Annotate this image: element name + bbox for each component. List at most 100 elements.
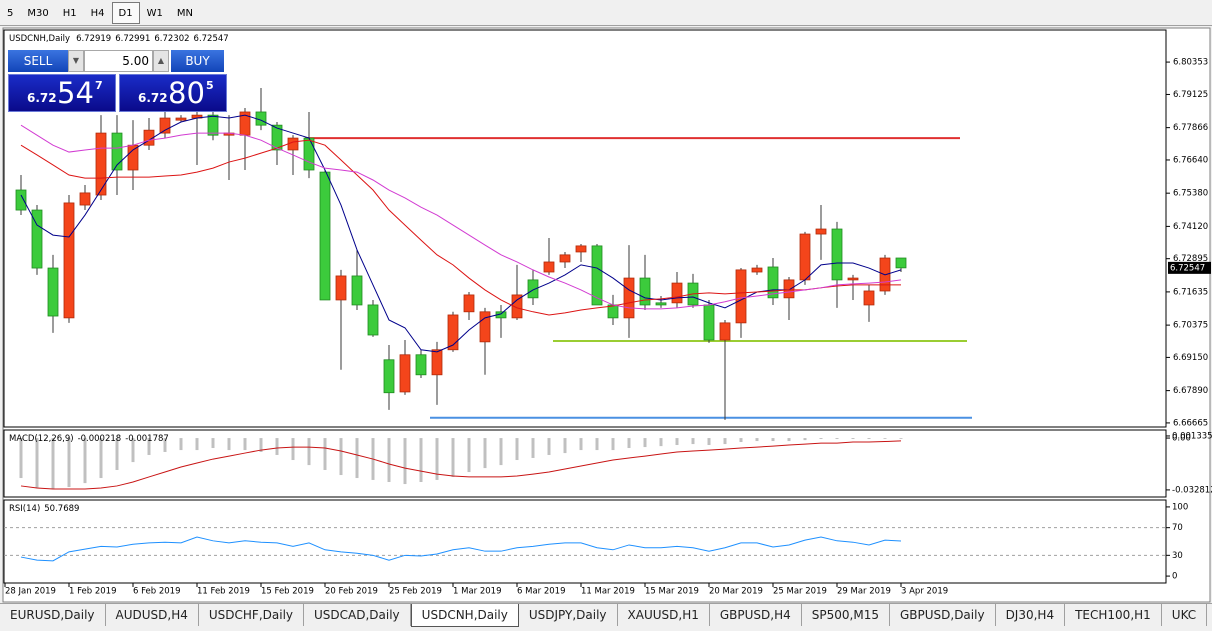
chart-tab[interactable]: XAUUSD,H1 <box>618 604 710 626</box>
candle-body <box>431 349 443 376</box>
chart-tab[interactable]: USDCAD,Daily <box>304 604 411 626</box>
candle-body <box>143 129 155 146</box>
candle-body <box>543 261 555 273</box>
sell-price[interactable]: 6.72 54 7 <box>8 74 116 112</box>
volume-down[interactable]: ▼ <box>68 50 84 72</box>
x-tick-label: 28 Jan 2019 <box>5 587 56 597</box>
x-tick-label: 25 Feb 2019 <box>389 587 442 597</box>
macd-bar <box>275 438 279 455</box>
chart-tab[interactable]: AUDUSD,H4 <box>106 604 199 626</box>
price-tag <box>1168 261 1211 274</box>
low: 6.72302 <box>154 34 189 44</box>
timeframe-button[interactable]: 5 <box>7 7 14 19</box>
x-tick-label: 15 Mar 2019 <box>645 587 699 597</box>
big-figure: 6.72 <box>138 91 168 105</box>
y-tick-label: 6.66665 <box>1173 418 1208 428</box>
pips: 80 <box>168 76 205 110</box>
macd-bar <box>467 438 471 473</box>
candle-body <box>527 279 539 299</box>
macd-bar <box>867 438 871 440</box>
candle-body <box>847 277 859 281</box>
macd-bar <box>835 438 839 440</box>
timeframe-button[interactable]: MN <box>176 7 193 19</box>
macd-bar <box>611 438 615 451</box>
macd-tick-label: 0.001335 <box>1172 431 1212 441</box>
candle-body <box>79 192 91 206</box>
chart-tab[interactable]: EURUSD,Daily <box>0 604 106 626</box>
chart-tab[interactable]: SP500,M15 <box>802 604 890 626</box>
price-tag-label: 6.72547 <box>1170 263 1205 273</box>
macd-bar <box>163 438 167 452</box>
macd-bar <box>243 438 247 451</box>
macd-bar <box>355 438 359 479</box>
macd-bar <box>515 438 519 461</box>
macd-tick-label: 0.00 <box>1172 434 1191 444</box>
candle-body <box>15 189 27 211</box>
macd-bar <box>675 438 679 446</box>
chart-tab[interactable]: GBPUSD,Daily <box>890 604 996 626</box>
x-tick-label: 11 Mar 2019 <box>581 587 635 597</box>
macd-bar <box>595 438 599 451</box>
candle-body <box>751 267 763 273</box>
x-tick-label: 1 Feb 2019 <box>69 587 117 597</box>
chart-tab[interactable]: TECH100,H1 <box>1065 604 1162 626</box>
macd-bar <box>67 438 71 488</box>
volume-input[interactable]: 5.00 <box>84 50 153 72</box>
chart-tab[interactable]: USDJPY,Daily <box>519 604 618 626</box>
macd-bar <box>323 438 327 470</box>
x-tick-label: 1 Mar 2019 <box>453 587 501 597</box>
macd-panel <box>3 429 1167 498</box>
candle-body <box>47 267 59 317</box>
rsi-tick-label: 100 <box>1172 502 1188 512</box>
chart-tab[interactable]: UKC <box>1162 604 1208 626</box>
one-click-trading: SELL ▼ 5.00 ▲ BUY 6.72 54 7 6.72 80 5 <box>8 50 228 112</box>
chart-frame <box>2 27 1211 603</box>
chart-tab[interactable]: GBPUSD,H4 <box>710 604 802 626</box>
timeframe-toolbar: 5 M30 H1 H4 D1 W1 MN <box>0 0 1212 26</box>
candle-body <box>783 279 795 299</box>
macd-signal: -0.001787 <box>125 434 169 444</box>
y-tick-label: 6.74120 <box>1173 222 1208 232</box>
candle-body <box>799 233 811 281</box>
chart-tabs: EURUSD,Daily AUDUSD,H4 USDCHF,Daily USDCAD,… <box>0 603 1212 631</box>
sell-button[interactable]: SELL <box>8 50 68 72</box>
candle-body <box>895 257 907 269</box>
macd-bar <box>483 438 487 469</box>
macd-bar <box>707 438 711 446</box>
macd-bar <box>851 438 855 440</box>
chart-tab[interactable]: DJ30,H4 <box>996 604 1066 626</box>
x-tick-label: 29 Mar 2019 <box>837 587 891 597</box>
fraction: 7 <box>95 79 103 92</box>
timeframe-button[interactable]: D1 <box>111 1 140 24</box>
chart-header: USDCNH,Daily 6.72919 6.72991 6.72302 6.72547 <box>9 34 229 44</box>
timeframe-button[interactable]: M30 <box>27 7 49 19</box>
main-panel <box>3 29 1167 428</box>
moving-average <box>20 124 902 310</box>
timeframe-button[interactable]: W1 <box>146 7 163 19</box>
macd-bar <box>499 438 503 466</box>
buy-button[interactable]: BUY <box>171 50 224 72</box>
big-figure: 6.72 <box>27 91 57 105</box>
volume-up[interactable]: ▲ <box>153 50 169 72</box>
x-tick-label: 3 Apr 2019 <box>901 587 948 597</box>
y-tick-label: 6.80353 <box>1173 58 1208 68</box>
chart-tab[interactable]: USDCNH,Daily <box>410 604 519 627</box>
macd-header: MACD(12,26,9) -0.000218 -0.001787 <box>9 434 169 444</box>
price-plot <box>15 87 972 420</box>
chart-tab[interactable]: USDCHF,Daily <box>199 604 305 626</box>
candle-body <box>207 114 219 136</box>
rsi-panel <box>3 499 1167 584</box>
rsi-tick-label: 30 <box>1172 551 1183 561</box>
buy-price[interactable]: 6.72 80 5 <box>119 74 227 112</box>
timeframe-button[interactable]: H1 <box>62 7 77 19</box>
candle-body <box>575 245 587 253</box>
candle-body <box>735 269 747 324</box>
candle-body <box>815 228 827 235</box>
candle-body <box>463 294 475 313</box>
timeframe-button[interactable]: H4 <box>90 7 105 19</box>
candle-body <box>175 117 187 121</box>
symbol: USDCNH,Daily <box>9 34 70 44</box>
y-tick-label: 6.79125 <box>1173 90 1208 100</box>
y-tick-label: 6.77866 <box>1173 123 1208 133</box>
